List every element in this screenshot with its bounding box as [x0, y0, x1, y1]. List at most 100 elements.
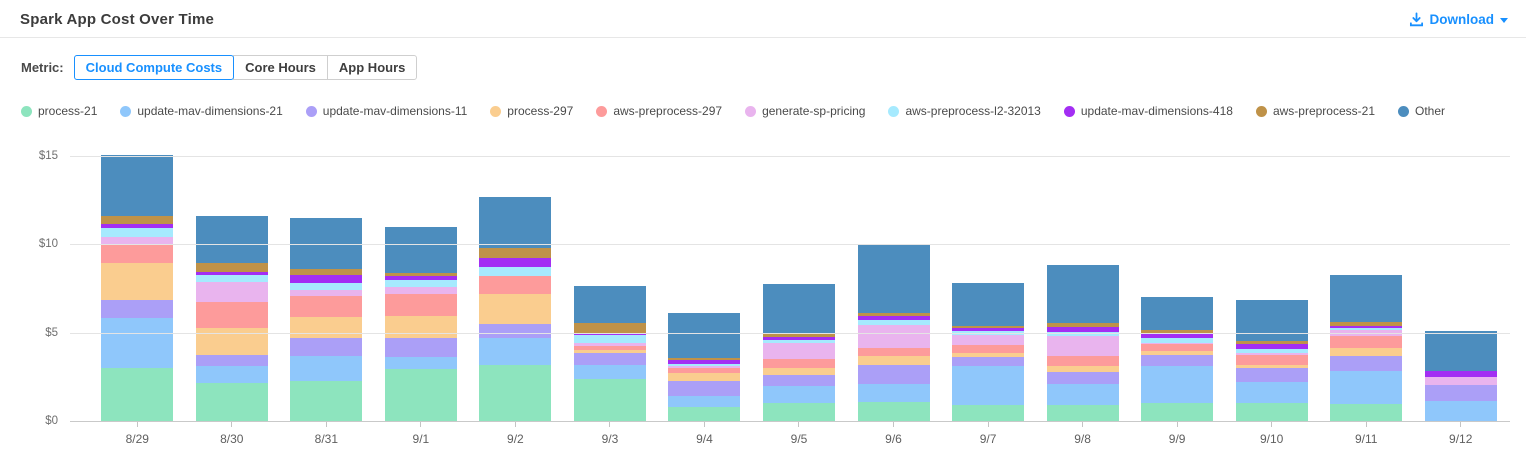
segment-update-mav-dimensions-11[interactable] — [384, 338, 457, 357]
segment-aws-preprocess-21[interactable] — [1330, 322, 1403, 326]
segment-process-297[interactable] — [668, 373, 741, 382]
segment-update-mav-dimensions-418[interactable] — [1046, 326, 1119, 332]
segment-update-mav-dimensions-11[interactable] — [668, 381, 741, 397]
segment-process-297[interactable] — [384, 316, 457, 339]
segment-update-mav-dimensions-11[interactable] — [573, 353, 646, 366]
segment-aws-preprocess-21[interactable] — [479, 248, 552, 258]
segment-update-mav-dimensions-21[interactable] — [195, 366, 268, 384]
segment-update-mav-dimensions-11[interactable] — [101, 300, 174, 318]
segment-aws-preprocess-l2-32013[interactable] — [668, 363, 741, 366]
stacked-bar-9/2[interactable] — [479, 196, 552, 422]
segment-update-mav-dimensions-11[interactable] — [290, 338, 363, 356]
segment-other[interactable] — [857, 245, 930, 313]
segment-aws-preprocess-21[interactable] — [1141, 330, 1214, 334]
segment-update-mav-dimensions-21[interactable] — [1330, 370, 1403, 405]
segment-process-297[interactable] — [290, 316, 363, 339]
segment-generate-sp-pricing[interactable] — [573, 343, 646, 347]
stacked-bar-9/8[interactable] — [1046, 264, 1119, 422]
segment-process-297[interactable] — [479, 293, 552, 324]
segment-other[interactable] — [1424, 331, 1497, 371]
segment-update-mav-dimensions-418[interactable] — [762, 337, 835, 340]
segment-update-mav-dimensions-418[interactable] — [952, 328, 1025, 332]
legend-item-process-21[interactable]: process-21 — [21, 104, 97, 118]
legend-item-other[interactable]: Other — [1398, 104, 1445, 118]
segment-generate-sp-pricing[interactable] — [1235, 353, 1308, 355]
segment-update-mav-dimensions-11[interactable] — [762, 375, 835, 386]
segment-aws-preprocess-l2-32013[interactable] — [101, 227, 174, 237]
metric-tab-app-hours[interactable]: App Hours — [326, 55, 418, 80]
segment-aws-preprocess-l2-32013[interactable] — [479, 267, 552, 277]
legend-item-aws-preprocess-l2-32013[interactable]: aws-preprocess-l2-32013 — [888, 104, 1041, 118]
segment-aws-preprocess-21[interactable] — [1235, 340, 1308, 345]
segment-aws-preprocess-21[interactable] — [195, 263, 268, 272]
segment-update-mav-dimensions-21[interactable] — [762, 385, 835, 403]
segment-update-mav-dimensions-418[interactable] — [1424, 370, 1497, 377]
segment-other[interactable] — [1046, 264, 1119, 324]
segment-aws-preprocess-21[interactable] — [101, 216, 174, 225]
segment-update-mav-dimensions-11[interactable] — [857, 365, 930, 385]
segment-process-297[interactable] — [101, 263, 174, 301]
download-button[interactable]: Download — [1409, 12, 1508, 27]
segment-aws-preprocess-297[interactable] — [1141, 344, 1214, 352]
segment-aws-preprocess-21[interactable] — [384, 272, 457, 277]
legend-item-aws-preprocess-21[interactable]: aws-preprocess-21 — [1255, 104, 1375, 118]
segment-process-21[interactable] — [1046, 405, 1119, 422]
legend-item-update-mav-dimensions-11[interactable]: update-mav-dimensions-11 — [305, 104, 467, 118]
segment-aws-preprocess-297[interactable] — [1330, 336, 1403, 348]
segment-update-mav-dimensions-418[interactable] — [101, 224, 174, 228]
segment-aws-preprocess-297[interactable] — [479, 276, 552, 294]
segment-aws-preprocess-l2-32013[interactable] — [290, 283, 363, 290]
segment-generate-sp-pricing[interactable] — [1141, 342, 1214, 345]
segment-other[interactable] — [101, 155, 174, 217]
segment-process-297[interactable] — [573, 349, 646, 354]
segment-update-mav-dimensions-21[interactable] — [952, 366, 1025, 406]
segment-update-mav-dimensions-21[interactable] — [290, 355, 363, 382]
segment-aws-preprocess-297[interactable] — [384, 293, 457, 317]
segment-process-21[interactable] — [101, 368, 174, 422]
segment-update-mav-dimensions-21[interactable] — [1235, 382, 1308, 403]
segment-update-mav-dimensions-21[interactable] — [668, 396, 741, 407]
segment-update-mav-dimensions-418[interactable] — [668, 360, 741, 364]
segment-generate-sp-pricing[interactable] — [857, 324, 930, 348]
segment-aws-preprocess-21[interactable] — [952, 325, 1025, 329]
segment-process-297[interactable] — [1330, 347, 1403, 356]
segment-generate-sp-pricing[interactable] — [1046, 336, 1119, 356]
segment-generate-sp-pricing[interactable] — [762, 343, 835, 360]
stacked-bar-8/31[interactable] — [290, 218, 363, 422]
stacked-bar-8/30[interactable] — [195, 216, 268, 422]
segment-process-297[interactable] — [762, 368, 835, 376]
segment-aws-preprocess-21[interactable] — [573, 323, 646, 333]
legend-item-generate-sp-pricing[interactable]: generate-sp-pricing — [745, 104, 865, 118]
segment-process-21[interactable] — [762, 402, 835, 422]
segment-update-mav-dimensions-418[interactable] — [290, 275, 363, 284]
legend-item-update-mav-dimensions-21[interactable]: update-mav-dimensions-21 — [120, 104, 283, 118]
segment-other[interactable] — [668, 312, 741, 358]
segment-generate-sp-pricing[interactable] — [384, 286, 457, 294]
segment-process-297[interactable] — [1046, 365, 1119, 372]
segment-update-mav-dimensions-11[interactable] — [479, 323, 552, 339]
segment-process-297[interactable] — [952, 353, 1025, 357]
segment-aws-preprocess-297[interactable] — [668, 368, 741, 374]
segment-other[interactable] — [573, 286, 646, 324]
segment-update-mav-dimensions-418[interactable] — [1235, 344, 1308, 349]
segment-generate-sp-pricing[interactable] — [195, 282, 268, 302]
segment-aws-preprocess-297[interactable] — [573, 346, 646, 350]
segment-aws-preprocess-21[interactable] — [857, 312, 930, 317]
stacked-bar-9/4[interactable] — [668, 312, 741, 422]
segment-other[interactable] — [195, 216, 268, 264]
segment-process-21[interactable] — [290, 381, 363, 422]
segment-update-mav-dimensions-11[interactable] — [1235, 368, 1308, 383]
stacked-bar-9/12[interactable] — [1424, 331, 1497, 422]
segment-generate-sp-pricing[interactable] — [101, 236, 174, 245]
stacked-bar-9/5[interactable] — [762, 284, 835, 422]
segment-other[interactable] — [1235, 300, 1308, 341]
legend-item-aws-preprocess-297[interactable]: aws-preprocess-297 — [596, 104, 722, 118]
legend-item-process-297[interactable]: process-297 — [490, 104, 573, 118]
segment-update-mav-dimensions-418[interactable] — [479, 257, 552, 268]
segment-process-21[interactable] — [952, 405, 1025, 422]
segment-other[interactable] — [1141, 296, 1214, 331]
segment-update-mav-dimensions-418[interactable] — [384, 276, 457, 280]
segment-aws-preprocess-l2-32013[interactable] — [1141, 338, 1214, 343]
segment-aws-preprocess-297[interactable] — [762, 359, 835, 369]
segment-aws-preprocess-l2-32013[interactable] — [857, 320, 930, 325]
